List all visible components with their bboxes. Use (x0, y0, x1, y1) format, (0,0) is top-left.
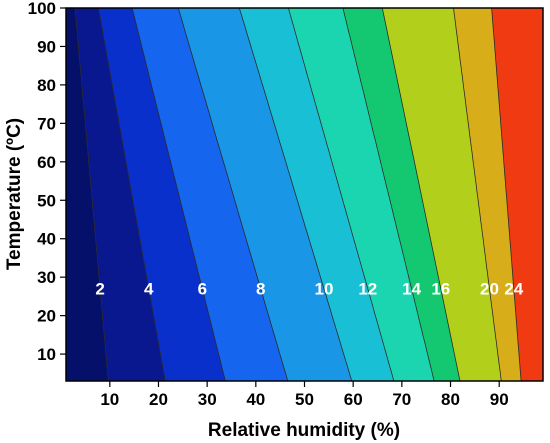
contour-region-5 (239, 8, 394, 381)
y-tick-label: 10 (37, 345, 56, 364)
x-tick-label: 40 (246, 390, 265, 409)
x-tick-label: 70 (392, 390, 411, 409)
contour-line-2 (74, 8, 109, 381)
contour-line-16 (381, 8, 461, 381)
contour-label-14: 14 (402, 280, 421, 299)
contour-region-0 (66, 8, 109, 381)
contour-line-14 (342, 8, 435, 381)
contour-line-6 (131, 8, 226, 381)
y-tick-label: 70 (37, 114, 56, 133)
contour-labels: 2 4 6 8 10 12 14 16 20 24 (95, 280, 523, 299)
contour-region-3 (132, 8, 288, 381)
contour-label-16: 16 (431, 280, 450, 299)
contour-region-9 (453, 8, 522, 381)
x-tick-label: 90 (490, 390, 509, 409)
x-tick-label: 30 (198, 390, 217, 409)
contour-line-4 (98, 8, 166, 381)
y-axis: 10 20 30 40 50 60 70 80 90 100 (28, 0, 66, 364)
y-tick-label: 100 (28, 0, 56, 18)
y-tick-label: 60 (37, 153, 56, 172)
contour-label-12: 12 (358, 280, 377, 299)
x-tick-label: 20 (149, 390, 168, 409)
contour-label-8: 8 (256, 280, 265, 299)
y-tick-label: 50 (37, 191, 56, 210)
y-tick-label: 30 (37, 268, 56, 287)
y-tick-label: 80 (37, 76, 56, 95)
contour-region-8 (382, 8, 502, 381)
contour-line-12 (287, 8, 395, 381)
x-tick-label: 60 (344, 390, 363, 409)
contour-label-4: 4 (144, 280, 154, 299)
contour-label-24: 24 (504, 280, 523, 299)
contour-fills (66, 8, 543, 381)
x-tick-label: 10 (100, 390, 119, 409)
y-axis-title: Temperature (ºC) (4, 118, 25, 270)
contour-label-20: 20 (480, 280, 499, 299)
contour-region-6 (288, 8, 435, 381)
x-tick-label: 80 (441, 390, 460, 409)
contour-region-10 (491, 8, 543, 381)
contour-region-2 (98, 8, 226, 381)
contour-region-4 (178, 8, 352, 381)
contour-line-10 (238, 8, 353, 381)
contour-label-2: 2 (95, 280, 104, 299)
contour-line-8 (177, 8, 289, 381)
x-axis: 10 20 30 40 50 60 70 80 90 (100, 381, 509, 409)
contour-lines (74, 8, 522, 381)
x-tick-label: 50 (295, 390, 314, 409)
x-axis-title: Relative humidity (%) (208, 420, 400, 441)
y-tick-label: 40 (37, 230, 56, 249)
contour-region-7 (342, 8, 460, 381)
y-tick-label: 90 (37, 38, 56, 57)
contour-region-1 (75, 8, 166, 381)
contour-label-6: 6 (198, 280, 207, 299)
contour-line-20 (453, 8, 502, 381)
contour-line-24 (491, 8, 522, 381)
contour-label-10: 10 (315, 280, 334, 299)
y-tick-label: 20 (37, 307, 56, 326)
